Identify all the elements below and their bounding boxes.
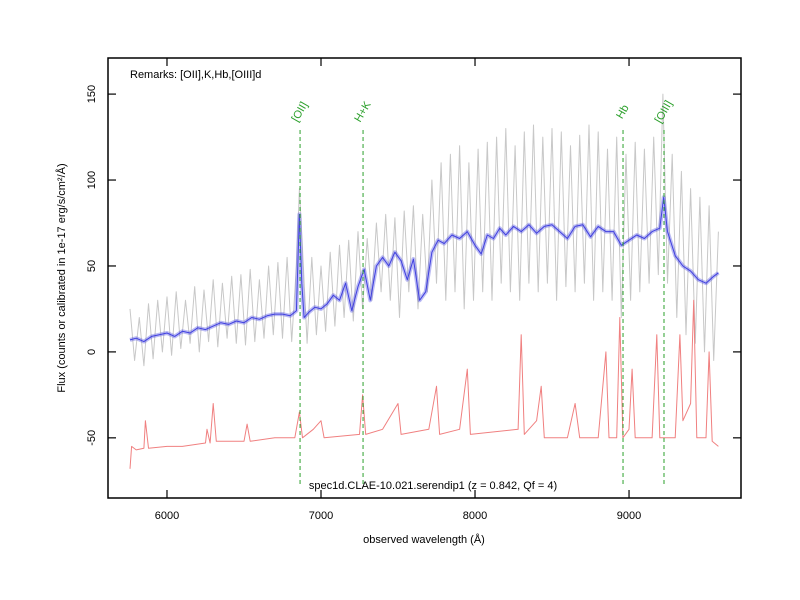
remarks: Remarks: [OII],K,Hb,[OIII]d bbox=[130, 69, 261, 81]
series-line bbox=[129, 93, 719, 367]
emission-line-label: [OIII] bbox=[653, 99, 675, 126]
y-tick-label: 150 bbox=[86, 85, 98, 103]
series-band bbox=[129, 195, 720, 344]
caption: spec1d.CLAE-10.021.serendip1 (z = 0.842,… bbox=[309, 480, 557, 492]
x-tick-label: 7000 bbox=[309, 510, 333, 522]
series-line bbox=[129, 196, 719, 343]
y-tick-label: 50 bbox=[86, 260, 98, 272]
x-tick-label: 8000 bbox=[463, 510, 487, 522]
emission-line-label: Hb bbox=[614, 103, 631, 121]
y-tick-label: 0 bbox=[86, 349, 98, 355]
x-axis-label: observed wavelength (Å) bbox=[363, 533, 485, 546]
x-tick-label: 6000 bbox=[155, 510, 179, 522]
y-tick-label: 100 bbox=[86, 171, 98, 189]
plot-frame bbox=[107, 57, 742, 499]
y-axis-label: Flux (counts or calibrated in 1e-17 erg/… bbox=[55, 163, 68, 392]
x-tick-label: 9000 bbox=[617, 510, 641, 522]
emission-line-label: H+K bbox=[352, 99, 374, 124]
y-tick-label: -50 bbox=[86, 430, 98, 446]
series-line bbox=[129, 299, 719, 469]
emission-line-label: [OII] bbox=[290, 100, 311, 124]
